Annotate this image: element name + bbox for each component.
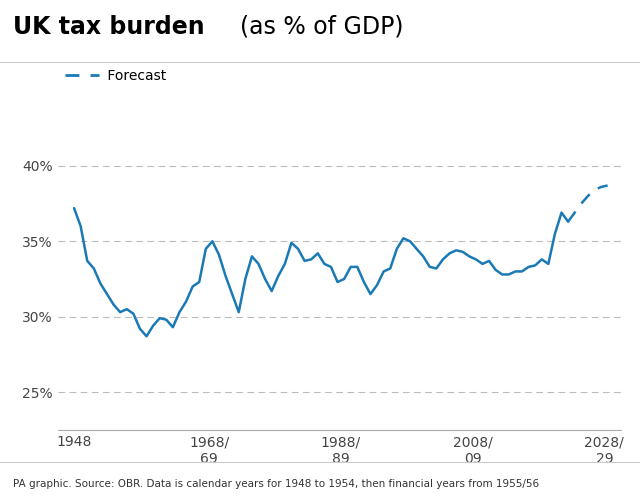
Text: (as % of GDP): (as % of GDP) bbox=[240, 15, 403, 39]
Text: PA graphic. Source: OBR. Data is calendar years for 1948 to 1954, then financial: PA graphic. Source: OBR. Data is calenda… bbox=[13, 479, 539, 489]
Legend:  Forecast: Forecast bbox=[65, 69, 166, 82]
Text: UK tax burden: UK tax burden bbox=[13, 15, 204, 39]
